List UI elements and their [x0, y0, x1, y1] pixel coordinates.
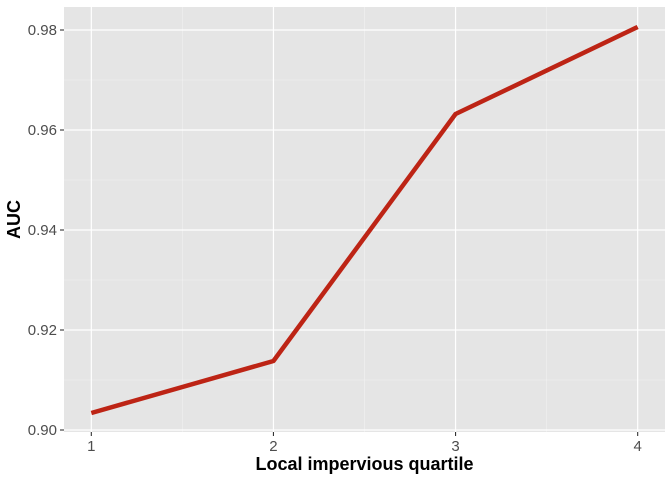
x-tick-label: 1 — [87, 438, 95, 455]
y-tick-label: 0.94 — [28, 222, 57, 239]
series-layer — [90, 24, 639, 416]
x-axis: 1 2 3 4 — [87, 432, 642, 455]
y-tick-label: 0.92 — [28, 322, 57, 339]
x-tick-label: 4 — [634, 438, 642, 455]
x-tick-label: 3 — [451, 438, 459, 455]
y-tick-label: 0.98 — [28, 22, 57, 39]
x-tick-label: 2 — [269, 438, 277, 455]
series-line — [90, 24, 639, 416]
y-tick-label: 0.90 — [28, 422, 57, 439]
x-axis-title: Local impervious quartile — [255, 454, 473, 474]
y-axis: 0.90 0.92 0.94 0.96 0.98 — [28, 22, 64, 439]
y-axis-title: AUC — [4, 200, 24, 239]
minor-gridlines — [64, 7, 665, 432]
major-gridlines — [64, 7, 665, 432]
y-tick-label: 0.96 — [28, 122, 57, 139]
